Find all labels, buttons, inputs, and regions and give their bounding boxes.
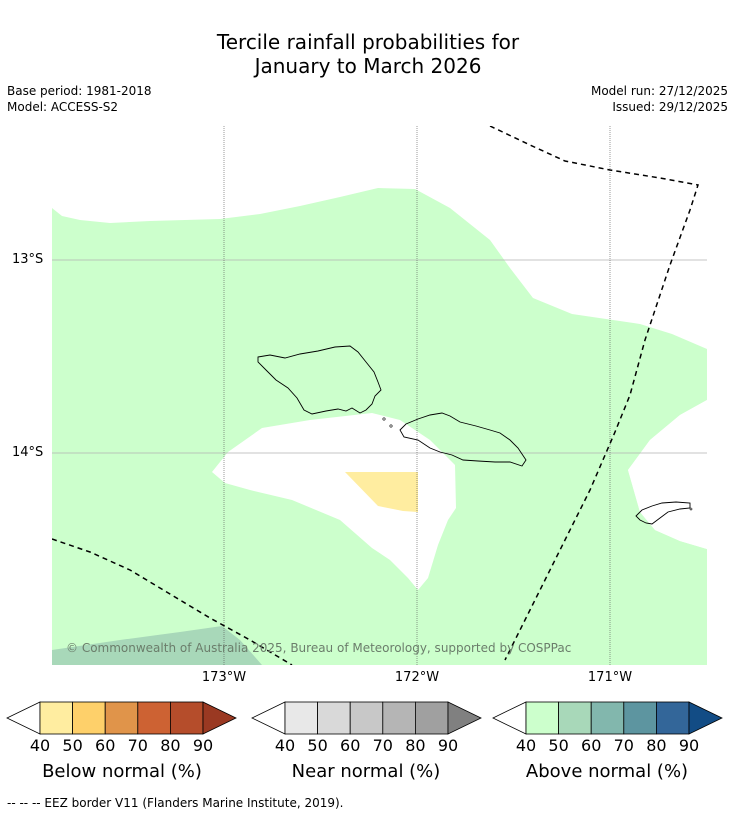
near-normal-tick-label: 40	[274, 736, 296, 755]
below-normal-tick-label: 90	[192, 736, 214, 755]
above-normal-colorbar-low-extend	[492, 701, 527, 735]
below-normal-tick-label: 70	[127, 736, 148, 755]
above-normal-colorbar-segment	[656, 701, 690, 735]
title-line-2: January to March 2026	[254, 54, 482, 78]
base-period: Base period: 1981-2018	[7, 84, 152, 98]
above-normal-tick-label: 80	[646, 736, 667, 755]
below-normal-tick-label: 60	[95, 736, 116, 755]
lat-label-13s: 13°S	[12, 252, 44, 267]
savaii-island	[257, 345, 382, 415]
below-normal-tick-label: 40	[29, 736, 51, 755]
below-normal-colorbar-high-extend	[202, 701, 237, 735]
eez-border-east	[489, 126, 699, 661]
no-signal-region-central	[212, 413, 456, 590]
near-normal-colorbar-segment	[414, 701, 449, 735]
below-normal-colorbar-segment	[72, 701, 106, 735]
above-normal-tick-label: 50	[548, 736, 569, 755]
islet	[689, 507, 693, 511]
above-normal-colorbar-segment	[525, 701, 559, 735]
lon-label-172w: 172°W	[394, 670, 440, 685]
eez-legend-footer: -- -- -- EEZ border V11 (Flanders Marine…	[7, 796, 344, 810]
copyright-notice: © Commonwealth of Australia 2025, Bureau…	[66, 641, 572, 655]
lon-label-171w: 171°W	[587, 670, 633, 685]
above-normal-50-region	[52, 626, 262, 665]
below-normal-colorbar-segment	[104, 701, 139, 735]
below-normal-colorbar-segment	[169, 701, 204, 735]
title-line-1: Tercile rainfall probabilities for	[216, 30, 520, 54]
map-title: Tercile rainfall probabilities for Janua…	[0, 30, 736, 78]
meta-left: Base period: 1981-2018 Model: ACCESS-S2	[7, 83, 152, 115]
near-normal-colorbar-segment	[284, 701, 318, 735]
meta-right: Model run: 27/12/2025 Issued: 29/12/2025	[591, 83, 728, 115]
near-normal-colorbar-low-extend	[251, 701, 286, 735]
near-normal-colorbar-segment	[382, 701, 416, 735]
below-normal-colorbar-segment	[137, 701, 171, 735]
near-normal-tick-label: 60	[340, 736, 361, 755]
above-normal-title: Above normal (%)	[525, 761, 689, 782]
near-normal-tick-label: 90	[437, 736, 459, 755]
islet	[389, 424, 393, 428]
colorbars	[6, 701, 723, 735]
near-normal-tick-label: 70	[372, 736, 393, 755]
below-normal-colorbar-low-extend	[6, 701, 41, 735]
near-normal-colorbar-segment	[349, 701, 384, 735]
below-normal-colorbar-segment	[39, 701, 73, 735]
upolu-island	[399, 412, 527, 467]
near-normal-tick-label: 50	[307, 736, 328, 755]
below-normal-40-region	[345, 472, 418, 512]
above-normal-tick-label: 40	[515, 736, 537, 755]
near-normal-title: Near normal (%)	[291, 761, 441, 782]
tutuila-island	[635, 501, 691, 525]
below-normal-tick-label: 50	[62, 736, 83, 755]
islet	[382, 417, 386, 421]
issued-date: Issued: 29/12/2025	[612, 100, 728, 114]
above-normal-tick-label: 90	[678, 736, 700, 755]
above-normal-tick-label: 70	[613, 736, 634, 755]
eez-border-southwest	[52, 538, 293, 665]
above-normal-colorbar-segment	[623, 701, 657, 735]
map-canvas	[52, 126, 707, 665]
below-normal-title: Below normal (%)	[42, 761, 202, 782]
above-normal-tick-label: 60	[581, 736, 602, 755]
near-normal-colorbar-segment	[317, 701, 351, 735]
no-signal-region-east	[628, 400, 707, 549]
model-run: Model run: 27/12/2025	[590, 84, 728, 98]
model-name: Model: ACCESS-S2	[7, 100, 119, 114]
lat-label-14s: 14°S	[12, 445, 44, 460]
above-normal-colorbar-segment	[590, 701, 625, 735]
near-normal-tick-label: 80	[405, 736, 426, 755]
below-normal-tick-label: 80	[160, 736, 181, 755]
above-normal-colorbar-high-extend	[688, 701, 723, 735]
above-normal-colorbar-segment	[558, 701, 592, 735]
lon-label-173w: 173°W	[201, 670, 247, 685]
near-normal-colorbar-high-extend	[447, 701, 482, 735]
